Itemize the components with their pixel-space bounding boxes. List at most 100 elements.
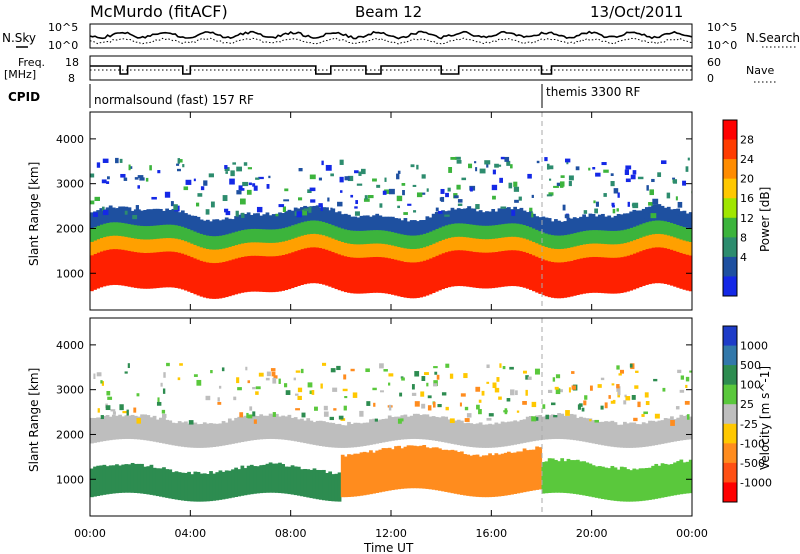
power-cell (130, 235, 135, 252)
power-cell (334, 238, 339, 254)
power-cell (676, 224, 681, 239)
power-colorbar-tick: 20 (740, 173, 754, 186)
velocity-cell (453, 420, 458, 445)
velocity-scatter-cell (343, 374, 347, 380)
velocity-colorbar-tick: 100 (740, 379, 761, 392)
power-scatter-cell (687, 157, 690, 161)
noise-right-label: N.Search (746, 31, 800, 45)
power-cell (215, 260, 220, 299)
velocity-scatter-cell (373, 402, 376, 407)
velocity-scatter-cell (464, 406, 469, 411)
velocity-scatter-cell (675, 406, 680, 410)
power-cell (582, 255, 586, 294)
velocity-cell (359, 423, 364, 447)
power-cell (654, 244, 659, 284)
power-scatter-cell (309, 174, 316, 180)
power-cell (162, 236, 166, 252)
velocity-cell (541, 462, 546, 494)
power-scatter-cell (90, 173, 95, 178)
power-scatter-cell (416, 192, 423, 198)
velocity-cell (459, 420, 464, 446)
power-cell (629, 251, 634, 291)
power-cell (168, 248, 173, 288)
power-scatter-cell (648, 202, 653, 206)
velocity-cell (243, 468, 248, 496)
velocity-scatter-cell (616, 384, 620, 389)
power-cell (522, 236, 527, 252)
power-cell (331, 222, 336, 239)
power-cell (406, 260, 411, 299)
power-cell (422, 230, 427, 248)
velocity-scatter-cell (445, 363, 450, 368)
power-cell (588, 253, 593, 293)
velocity-cell (102, 415, 107, 442)
velocity-scatter-cell (193, 374, 198, 377)
velocity-cell (140, 463, 144, 494)
power-colorbar-tick: 4 (740, 251, 747, 264)
power-cell (422, 246, 427, 261)
power-cell (588, 227, 593, 244)
power-scatter-cell (320, 205, 323, 212)
power-cell (447, 236, 452, 252)
velocity-scatter-cell (233, 396, 237, 401)
power-scatter-cell (611, 205, 615, 208)
velocity-cell (394, 446, 398, 490)
power-cell (497, 234, 502, 252)
velocity-cell (296, 419, 301, 442)
velocity-cell (262, 464, 267, 493)
power-cell (538, 217, 543, 232)
velocity-cell (174, 471, 179, 500)
power-cell (199, 260, 204, 297)
power-cell (450, 236, 455, 251)
power-cell (525, 212, 530, 227)
velocity-y-tick-label: 2000 (56, 428, 84, 441)
power-cell (115, 234, 119, 250)
velocity-cell (215, 423, 220, 447)
power-cell (93, 237, 97, 254)
velocity-cell (472, 424, 477, 448)
power-cell (96, 210, 101, 226)
power-cell (249, 227, 254, 243)
velocity-scatter-cell (411, 384, 415, 390)
velocity-cell (588, 418, 593, 443)
velocity-scatter-cell (531, 401, 537, 408)
power-cell (224, 217, 229, 235)
velocity-scatter-cell (374, 418, 378, 422)
power-cell (318, 207, 323, 222)
velocity-scatter-cell (330, 368, 336, 373)
power-colorbar-swatch (723, 159, 737, 180)
power-cell (544, 230, 549, 247)
velocity-cell (224, 470, 229, 499)
velocity-cell (497, 454, 502, 497)
power-cell (632, 237, 637, 254)
power-cell (682, 252, 687, 290)
power-cell (412, 246, 417, 263)
power-scatter-cell (453, 195, 459, 199)
power-cell (243, 241, 248, 257)
velocity-scatter-cell (414, 371, 420, 377)
power-cell (507, 221, 511, 237)
power-scatter-cell (651, 178, 655, 183)
power-cell (516, 209, 521, 224)
power-scatter-cell (518, 196, 522, 201)
velocity-cell (638, 468, 643, 502)
velocity-cell (679, 414, 684, 441)
velocity-cell (444, 416, 449, 443)
velocity-cell (328, 471, 333, 502)
power-cell (325, 235, 329, 250)
velocity-cell (679, 459, 684, 495)
power-scatter-cell (339, 159, 344, 165)
velocity-cell (184, 472, 188, 501)
power-scatter-cell (402, 190, 405, 196)
velocity-scatter-cell (239, 412, 244, 418)
velocity-cell (378, 419, 383, 444)
power-cell (670, 209, 674, 223)
power-scatter-cell (497, 164, 502, 167)
velocity-cell (325, 422, 329, 447)
power-cell (133, 236, 138, 253)
velocity-scatter-cell (445, 406, 449, 411)
power-cell (149, 209, 154, 226)
velocity-scatter-cell (365, 368, 370, 373)
power-cell (347, 214, 351, 231)
power-cell (149, 223, 154, 240)
